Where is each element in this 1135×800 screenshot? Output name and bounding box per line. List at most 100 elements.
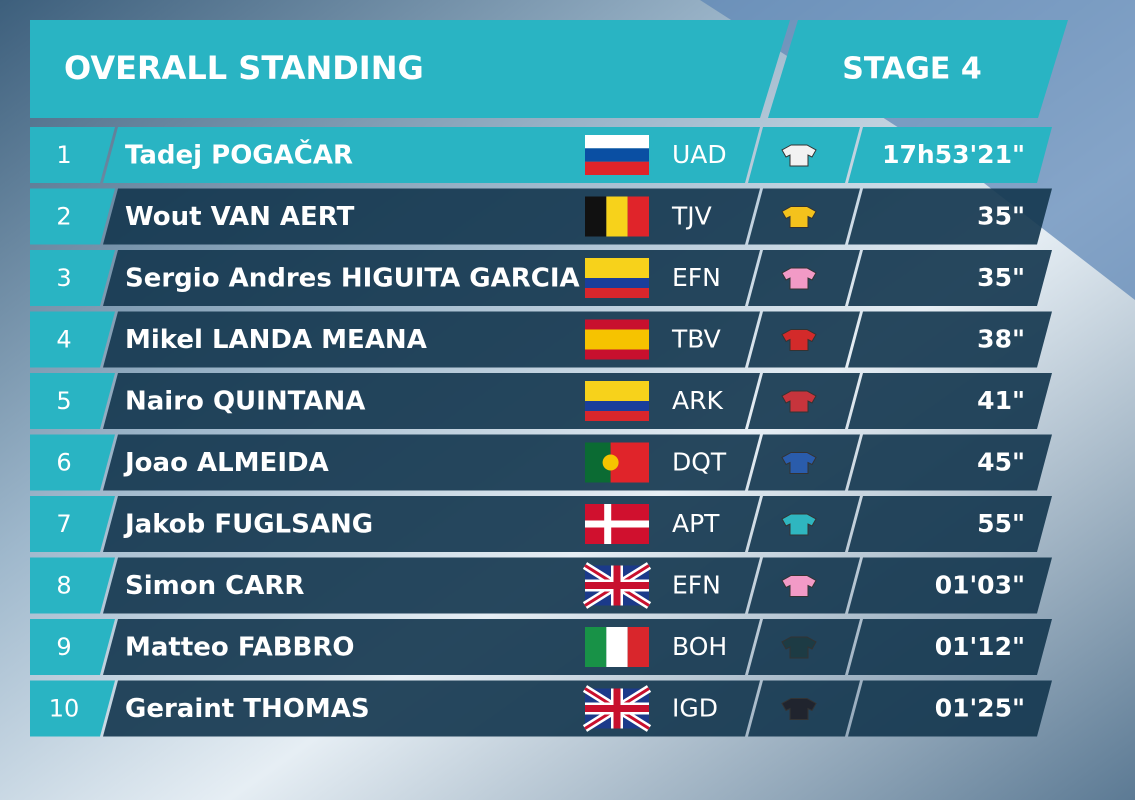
flag-stripe: [585, 135, 649, 149]
standing-row: 10 Geraint THOMAS IGD 01'25": [30, 680, 1052, 737]
rider-name: Sergio Andres HIGUITA GARCIA: [125, 264, 580, 294]
jersey-icon: [781, 698, 817, 720]
team-code: IGD: [672, 694, 718, 723]
time-gap: 17h53'21": [882, 140, 1025, 169]
rider-name: Jakob FUGLSANG: [123, 510, 373, 540]
stage: STAGE 4: [842, 52, 981, 87]
rank-cell: [30, 250, 115, 306]
rank-cell: [30, 496, 115, 552]
time-gap: 35": [977, 202, 1025, 231]
rank: 5: [56, 387, 71, 415]
flag-stripe: [585, 401, 649, 411]
jersey-icon: [781, 513, 817, 536]
rank: 9: [56, 633, 71, 661]
flag-stripe: [585, 411, 649, 421]
rank: 8: [56, 572, 71, 600]
title-bar: [30, 20, 790, 118]
flag: [585, 258, 649, 298]
rank-cell: [30, 557, 115, 614]
jersey-icon: [781, 329, 817, 351]
standing-row: 9 Matteo FABBRO BOH 01'12": [30, 619, 1052, 675]
standing-row: 7 Jakob FUGLSANG APT 55": [30, 496, 1052, 552]
rank: 1: [56, 141, 71, 169]
time-cell: [848, 188, 1052, 245]
flag: [585, 196, 649, 237]
rider-name: Tadej POGAČAR: [125, 139, 353, 171]
flag-stripe: [585, 319, 649, 330]
flag: [585, 627, 649, 667]
rider-name: Matteo FABBRO: [125, 633, 354, 663]
flag: [585, 442, 649, 483]
rank-cell: [30, 311, 115, 368]
flag-stripe: [627, 196, 649, 237]
time-gap: 38": [977, 325, 1025, 354]
flag-stripe: [585, 196, 607, 237]
time-gap: 35": [977, 263, 1025, 292]
jersey-icon: [781, 390, 817, 413]
jersey-icon: [781, 575, 817, 597]
standing-row: 2 Wout VAN AERT TJV 35": [30, 188, 1052, 245]
title: OVERALL STANDING: [64, 49, 424, 87]
flag-stripe: [585, 161, 649, 175]
flag-cross: [585, 520, 649, 528]
rank: 6: [56, 449, 71, 477]
rank: 2: [56, 203, 71, 231]
flag-stripe: [585, 329, 649, 350]
team-code: TJV: [671, 202, 712, 231]
time-gap: 55": [977, 509, 1025, 538]
rank-cell: [30, 619, 115, 675]
jersey-icon: [781, 144, 817, 167]
time-cell: [848, 311, 1052, 368]
flag: [582, 685, 652, 732]
rank: 3: [56, 264, 71, 292]
flag-stripe: [585, 349, 649, 360]
rider-name: Joao ALMEIDA: [123, 448, 329, 478]
time-gap: 45": [977, 448, 1025, 477]
flag-emblem: [602, 454, 619, 471]
flag-stripe: [585, 627, 607, 667]
time-cell: [848, 680, 1052, 737]
rank: 4: [56, 326, 71, 354]
time-cell: [848, 619, 1052, 675]
flag: [582, 562, 652, 609]
rank-cell: [30, 373, 115, 429]
time-gap: 41": [977, 386, 1025, 415]
rank-cell: [30, 188, 115, 245]
flag-stripe: [585, 258, 649, 278]
rank-cell: [30, 680, 115, 737]
team-code: EFN: [672, 263, 721, 292]
standing-row: 5 Nairo QUINTANA ARK 41": [30, 373, 1052, 429]
rider-name: Geraint THOMAS: [125, 694, 370, 724]
jersey-icon: [781, 206, 817, 228]
jersey-icon: [781, 452, 817, 474]
team-code: APT: [672, 509, 720, 538]
flag-stripe: [606, 627, 628, 667]
standing-row: 3 Sergio Andres HIGUITA GARCIA EFN 35": [30, 250, 1052, 306]
time-gap: 01'03": [935, 571, 1025, 600]
rank: 7: [56, 510, 71, 538]
jersey-icon: [781, 636, 817, 659]
time-cell: [848, 250, 1052, 306]
jersey-icon: [781, 267, 817, 290]
rows: 1 Tadej POGAČAR UAD 17h53'21" 2 Wout VAN AERT…: [30, 127, 1052, 737]
standing-row: 8 Simon CARR EFN 01'03": [30, 557, 1052, 614]
rider-name: Wout VAN AERT: [125, 202, 355, 232]
time-gap: 01'12": [935, 632, 1025, 661]
standing-row: 1 Tadej POGAČAR UAD 17h53'21": [30, 127, 1052, 183]
flag-cross: [585, 705, 649, 712]
time-cell: [848, 127, 1052, 183]
flag-stripe: [606, 196, 628, 237]
rank: 10: [49, 695, 80, 723]
team-code: ARK: [672, 386, 723, 415]
rider-name: Mikel LANDA MEANA: [125, 325, 427, 355]
time-cell: [848, 496, 1052, 552]
flag-stripe: [627, 627, 649, 667]
team-code: UAD: [672, 140, 727, 169]
flag: [585, 381, 649, 421]
flag: [585, 504, 649, 544]
flag-stripe: [585, 148, 649, 162]
team-code: TBV: [671, 325, 721, 354]
flag-cross: [585, 582, 649, 589]
